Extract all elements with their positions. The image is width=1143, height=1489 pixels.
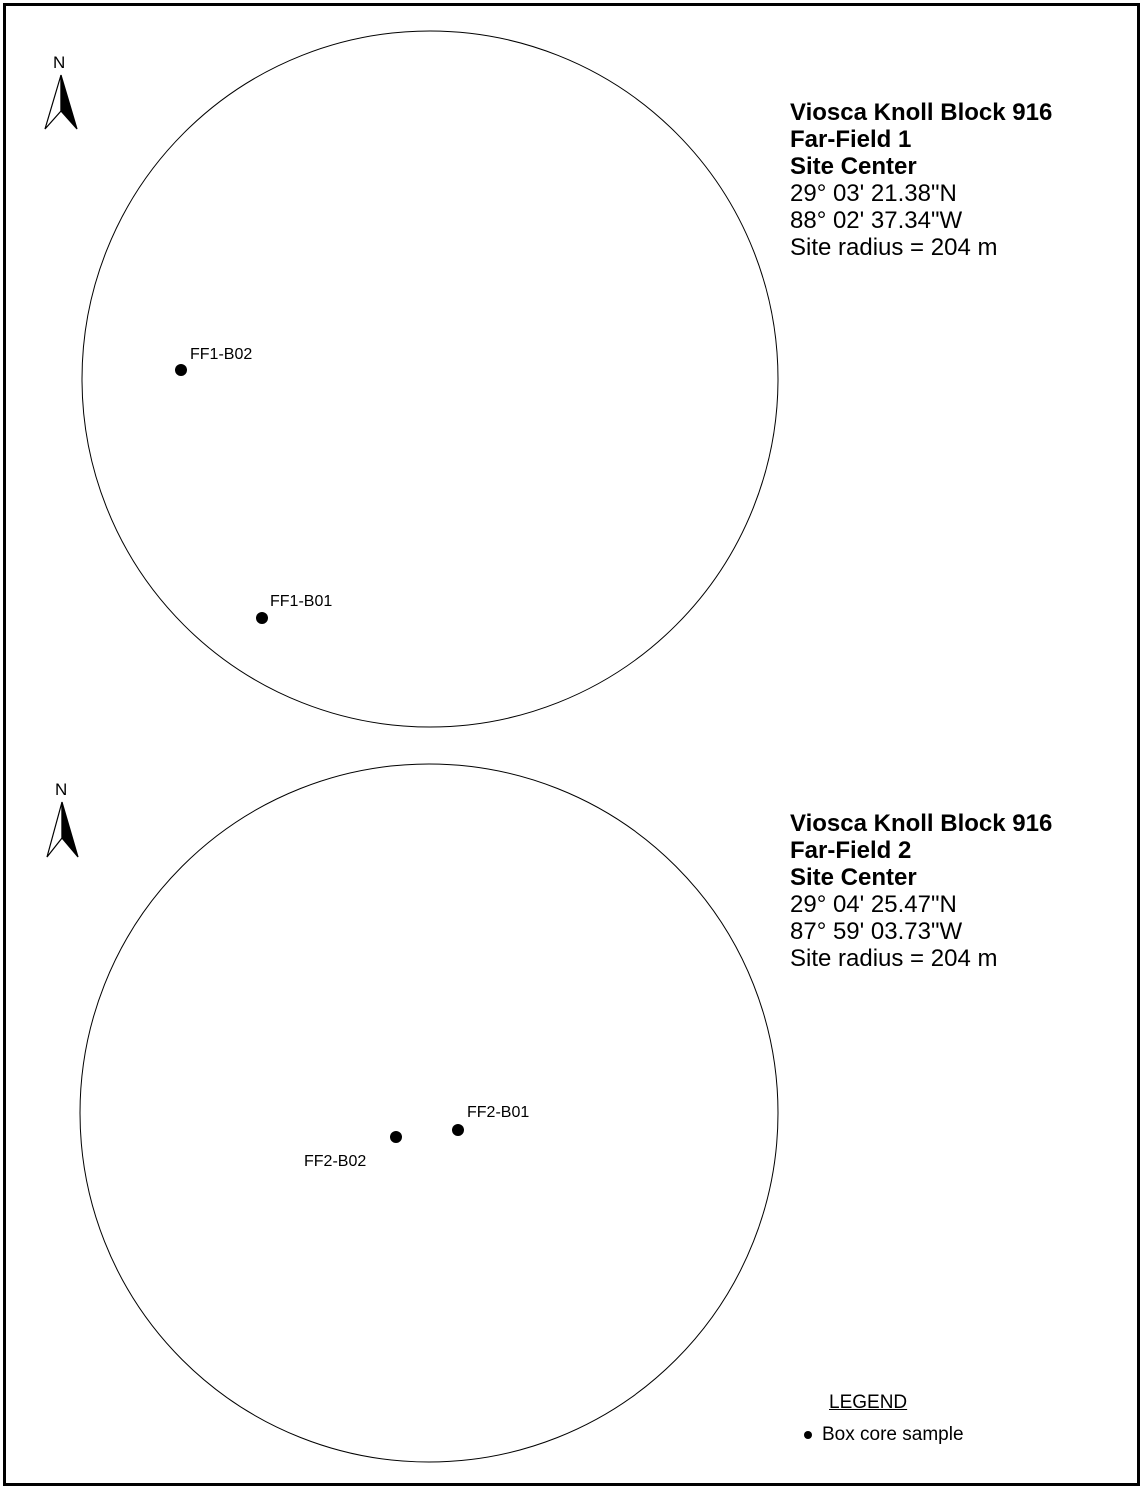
sample-ff1-b02[interactable]: FF1-B02 <box>175 346 252 376</box>
north-arrow-2: N <box>46 780 79 858</box>
legend-title: LEGEND <box>829 1392 908 1413</box>
north-arrow-1: N <box>44 53 78 130</box>
site-boundary-circle-2 <box>79 763 779 1463</box>
site-radius: Site radius = 204 m <box>790 234 998 261</box>
site-info-2: Viosca Knoll Block 916 Far-Field 2 Site … <box>790 810 1052 972</box>
site-field: Far-Field 1 <box>790 126 912 153</box>
legend-item-label: Box core sample <box>822 1424 964 1445</box>
north-arrow-right-icon <box>61 801 79 858</box>
site-longitude: 88° 02' 37.34"W <box>790 207 963 234</box>
site-longitude: 87° 59' 03.73"W <box>790 918 963 945</box>
site-center-label: Site Center <box>790 864 917 891</box>
sample-marker[interactable] <box>256 612 268 624</box>
legend: LEGEND Box core sample <box>803 1392 964 1446</box>
site-latitude: 29° 04' 25.47"N <box>790 891 957 918</box>
box-core-dot-icon <box>804 1431 812 1439</box>
sample-label: FF2-B01 <box>467 1104 529 1121</box>
legend-item-box-core: Box core sample <box>803 1424 964 1446</box>
site-center-label: Site Center <box>790 153 917 180</box>
site-title: Viosca Knoll Block 916 <box>790 99 1053 126</box>
north-label: N <box>53 53 65 72</box>
sample-label: FF2-B02 <box>304 1153 366 1170</box>
sample-ff2-b01[interactable]: FF2-B01 <box>452 1104 529 1136</box>
sample-ff2-b02[interactable]: FF2-B02 <box>304 1131 402 1170</box>
site-boundary-circle-1 <box>81 30 779 728</box>
site-field: Far-Field 2 <box>790 837 912 864</box>
north-arrow-right-icon <box>60 74 78 130</box>
north-arrow-left-icon <box>46 801 63 858</box>
site-title: Viosca Knoll Block 916 <box>790 810 1053 837</box>
north-arrow-left-icon <box>44 74 62 130</box>
sample-marker[interactable] <box>175 364 187 376</box>
sample-ff1-b01[interactable]: FF1-B01 <box>256 593 332 624</box>
site-latitude: 29° 03' 21.38"N <box>790 180 957 207</box>
north-label: N <box>55 780 67 799</box>
sample-label: FF1-B02 <box>190 346 252 363</box>
map-frame <box>3 3 1140 1486</box>
sample-marker[interactable] <box>390 1131 402 1143</box>
sample-label: FF1-B01 <box>270 593 332 610</box>
site-radius: Site radius = 204 m <box>790 945 998 972</box>
sample-marker[interactable] <box>452 1124 464 1136</box>
site-info-1: Viosca Knoll Block 916 Far-Field 1 Site … <box>790 99 1052 261</box>
